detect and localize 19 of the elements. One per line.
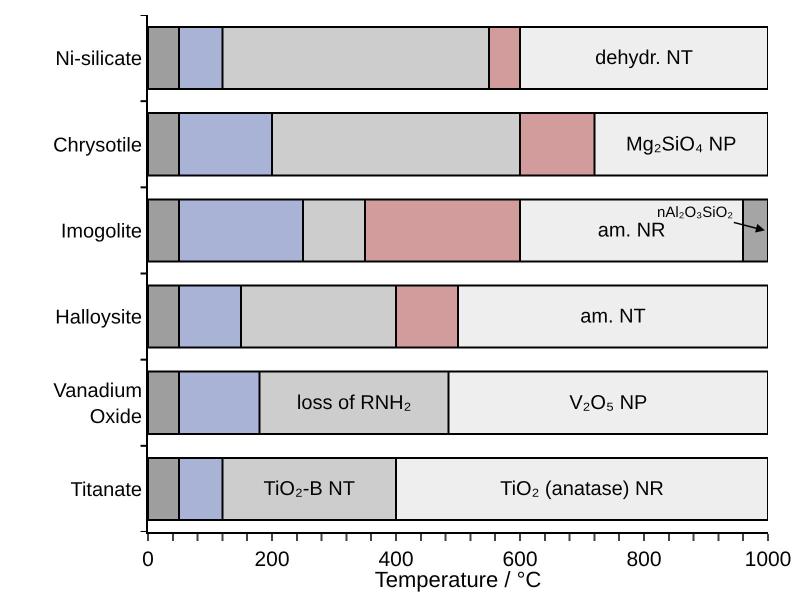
data-label: TiO₂ (anatase) NR <box>500 478 664 500</box>
y-tick-label: Halloysite <box>55 306 142 329</box>
y-tick-label: Titanate <box>70 478 142 501</box>
data-label: Mg₂SiO₄ NP <box>626 133 736 156</box>
y-tick-label: Imogolite <box>60 220 142 242</box>
data-label: am. NT <box>580 306 646 328</box>
x-tick-label: 0 <box>142 548 154 572</box>
y-tick-label: Vanadium Oxide <box>53 380 142 428</box>
x-tick-label: 800 <box>626 548 662 572</box>
data-label: am. NR <box>598 219 666 242</box>
y-tick-label: Chrysotile <box>53 134 142 156</box>
data-label: loss of RNH₂ <box>296 392 412 414</box>
data-label: V₂O₅ NP <box>569 392 648 414</box>
annotation: nAl₂O₃SiO₂ <box>657 204 734 221</box>
x-tick-label: 1000 <box>744 548 792 572</box>
data-label: TiO₂-B NT <box>263 478 355 500</box>
y-tick-label: Ni-silicate <box>55 48 142 70</box>
data-label: dehydr. NT <box>595 47 693 70</box>
x-tick-label: 200 <box>254 548 290 572</box>
